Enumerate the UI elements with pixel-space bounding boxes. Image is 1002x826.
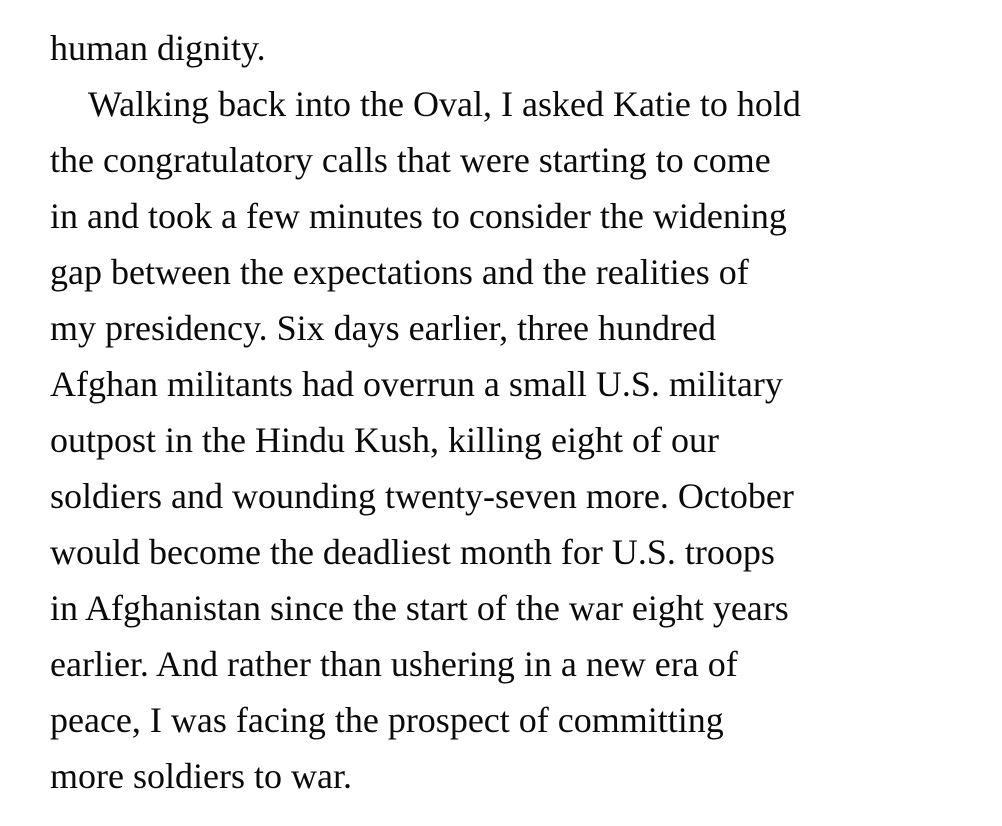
page-text: human dignity. Walking back into the Oval…	[50, 20, 962, 804]
text-line: gap between the expectations and the rea…	[50, 252, 749, 292]
text-line: more soldiers to war.	[50, 756, 352, 796]
text-line: earlier. And rather than ushering in a n…	[50, 644, 738, 684]
text-line: Afghan militants had overrun a small U.S…	[50, 364, 783, 404]
text-line: would become the deadliest month for U.S…	[50, 532, 775, 572]
text-line: peace, I was facing the prospect of comm…	[50, 700, 724, 740]
text-line: human dignity.	[50, 28, 266, 68]
text-line: Walking back into the Oval, I asked Kati…	[88, 84, 801, 124]
text-line: outpost in the Hindu Kush, killing eight…	[50, 420, 719, 460]
text-line: in and took a few minutes to consider th…	[50, 196, 787, 236]
text-line: in Afghanistan since the start of the wa…	[50, 588, 789, 628]
text-line: my presidency. Six days earlier, three h…	[50, 308, 716, 348]
text-line: the congratulatory calls that were start…	[50, 140, 771, 180]
text-line: soldiers and wounding twenty-seven more.…	[50, 476, 794, 516]
